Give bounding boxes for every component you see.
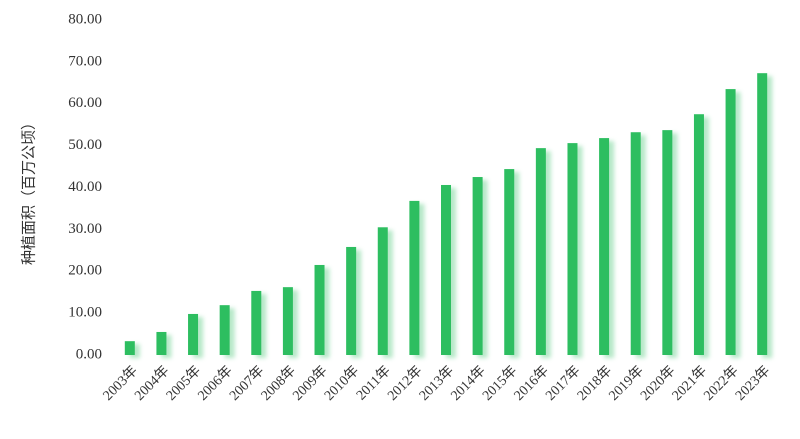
bar bbox=[757, 73, 768, 356]
x-tick-label: 2018年 bbox=[574, 363, 615, 404]
x-tick-label: 2017年 bbox=[543, 363, 584, 404]
x-tick-label: 2022年 bbox=[701, 363, 742, 404]
bar bbox=[409, 200, 420, 355]
bar bbox=[725, 89, 736, 355]
bar bbox=[472, 177, 483, 355]
x-tick-label: 2005年 bbox=[163, 363, 204, 404]
y-tick-label: 10.00 bbox=[68, 305, 102, 321]
x-tick-label: 2016年 bbox=[511, 363, 552, 404]
bar bbox=[504, 169, 515, 355]
bar bbox=[188, 313, 199, 355]
bar bbox=[282, 287, 293, 355]
bar bbox=[314, 264, 325, 355]
bar bbox=[599, 138, 610, 355]
x-tick-label: 2006年 bbox=[195, 363, 236, 404]
bar bbox=[251, 290, 262, 355]
x-tick-label: 2015年 bbox=[479, 363, 520, 404]
bar bbox=[535, 148, 546, 355]
y-tick-label: 0.00 bbox=[76, 346, 102, 362]
x-tick-label: 2023年 bbox=[732, 363, 773, 404]
x-tick-label: 2012年 bbox=[384, 363, 425, 404]
bar bbox=[377, 227, 388, 355]
x-tick-label: 2003年 bbox=[100, 363, 141, 404]
y-tick-label: 80.00 bbox=[68, 11, 102, 27]
bar bbox=[124, 341, 135, 355]
bar bbox=[441, 184, 451, 355]
x-tick-label: 2014年 bbox=[448, 363, 489, 404]
x-tick-label: 2004年 bbox=[132, 363, 173, 404]
x-tick-label: 2020年 bbox=[637, 363, 678, 404]
x-tick-label: 2011年 bbox=[353, 363, 394, 404]
bar bbox=[630, 132, 641, 355]
x-tick-label: 2007年 bbox=[226, 363, 267, 404]
x-tick-label: 2010年 bbox=[321, 363, 362, 404]
bar bbox=[346, 246, 357, 355]
bar bbox=[219, 305, 230, 355]
bar bbox=[156, 331, 167, 355]
x-tick-label: 2013年 bbox=[416, 363, 457, 404]
y-tick-label: 50.00 bbox=[68, 137, 102, 153]
y-tick-label: 20.00 bbox=[68, 263, 102, 279]
y-tick-label: 30.00 bbox=[68, 221, 102, 237]
x-tick-label: 2019年 bbox=[606, 363, 647, 404]
x-tick-label: 2008年 bbox=[258, 363, 299, 404]
y-tick-label: 60.00 bbox=[68, 95, 102, 111]
bar bbox=[662, 130, 673, 355]
y-tick-label: 40.00 bbox=[68, 179, 102, 195]
y-tick-label: 70.00 bbox=[68, 53, 102, 69]
bar bbox=[567, 143, 578, 355]
y-axis-label: 种植面积（百万公顷） bbox=[20, 115, 37, 265]
bar bbox=[693, 114, 704, 355]
x-tick-label: 2021年 bbox=[669, 363, 710, 404]
x-tick-label: 2009年 bbox=[290, 363, 331, 404]
